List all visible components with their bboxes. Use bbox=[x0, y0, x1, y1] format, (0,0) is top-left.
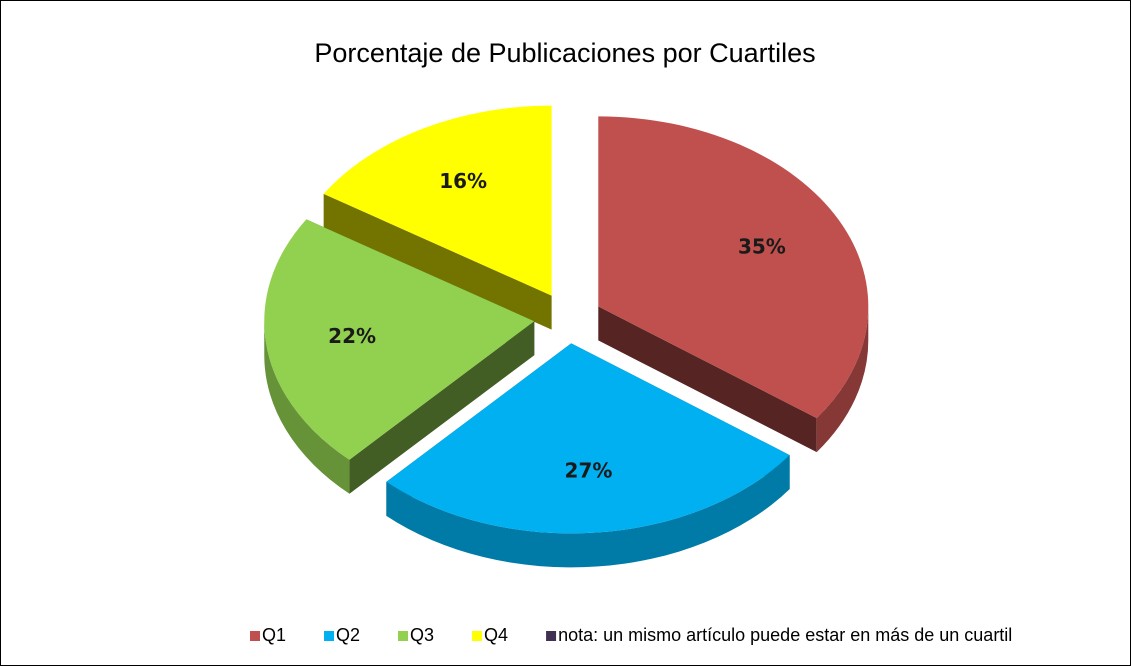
chart-title: Porcentaje de Publicaciones por Cuartile… bbox=[314, 38, 815, 68]
slice-side bbox=[816, 306, 869, 453]
legend-swatch bbox=[398, 631, 409, 641]
slice-top bbox=[323, 105, 552, 296]
slice-top bbox=[598, 116, 869, 419]
pie-slice bbox=[598, 116, 869, 453]
legend-label: Q1 bbox=[262, 625, 286, 645]
pie-slice bbox=[264, 219, 535, 494]
data-label: 27% bbox=[565, 459, 613, 483]
legend-swatch bbox=[324, 631, 335, 641]
legend-swatch bbox=[472, 631, 483, 641]
legend-swatch bbox=[250, 631, 260, 641]
slice-wall bbox=[598, 306, 817, 453]
data-label: 22% bbox=[328, 324, 376, 348]
legend-label: nota: un mismo artículo puede estar en m… bbox=[558, 625, 1012, 645]
pie-slice bbox=[386, 343, 790, 568]
slice-side bbox=[386, 455, 790, 568]
slice-top bbox=[264, 219, 535, 460]
pie-slice bbox=[323, 105, 552, 330]
slice-side bbox=[264, 321, 350, 494]
legend-swatch bbox=[546, 631, 557, 641]
data-label: 16% bbox=[439, 169, 487, 193]
legend-label: Q3 bbox=[410, 625, 434, 645]
legend-label: Q4 bbox=[484, 625, 508, 645]
slice-wall bbox=[349, 321, 535, 494]
data-label: 35% bbox=[738, 234, 786, 258]
slice-wall bbox=[323, 193, 552, 330]
slice-top bbox=[386, 343, 790, 534]
legend-label: Q2 bbox=[336, 625, 360, 645]
